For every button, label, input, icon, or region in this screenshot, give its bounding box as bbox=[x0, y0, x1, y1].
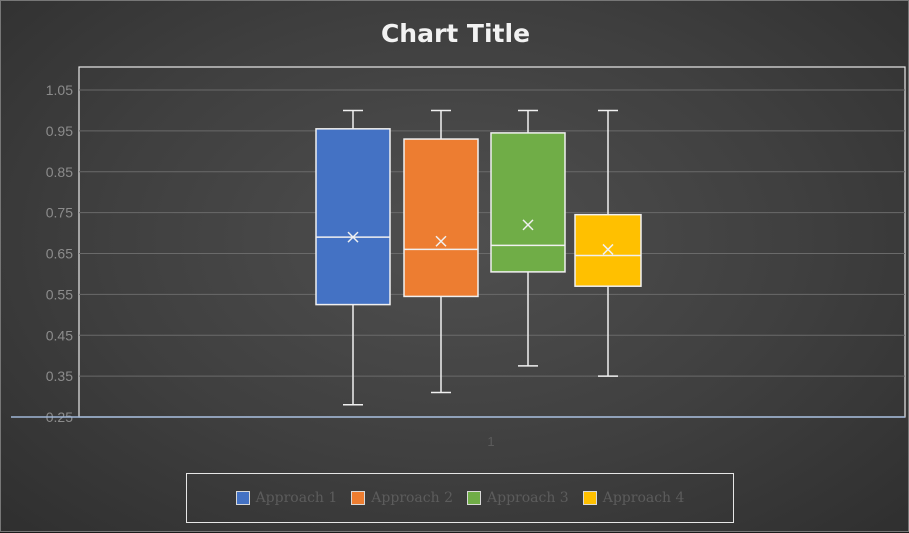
legend-swatch bbox=[235, 491, 250, 505]
box-1 bbox=[315, 128, 391, 306]
y-tick-label: 0.85 bbox=[46, 164, 73, 180]
box-2 bbox=[403, 138, 479, 298]
x-tick-label: 1 bbox=[487, 434, 494, 449]
box-4 bbox=[574, 213, 642, 287]
legend-label: Approach 1 bbox=[255, 490, 338, 506]
legend-item: Approach 3 bbox=[467, 490, 569, 506]
legend-item: Approach 2 bbox=[351, 490, 453, 506]
chart-title: Chart Title bbox=[380, 19, 531, 48]
legend-swatch bbox=[467, 491, 481, 505]
legend-item: Approach 1 bbox=[235, 490, 338, 506]
y-tick-label: 1.05 bbox=[46, 82, 73, 98]
mean-marker bbox=[435, 235, 447, 247]
mean-marker bbox=[347, 231, 359, 243]
y-tick-label: 0.65 bbox=[46, 246, 73, 262]
legend-label: Approach 4 bbox=[602, 490, 685, 506]
legend-item: Approach 4 bbox=[582, 490, 685, 506]
legend-label: Approach 2 bbox=[371, 490, 453, 506]
mean-marker bbox=[602, 243, 614, 255]
box-3 bbox=[490, 132, 566, 273]
legend: Approach 1 Approach 2 Approach 3 Approach 4 bbox=[186, 473, 734, 523]
legend-swatch bbox=[351, 491, 366, 505]
legend-label: Approach 3 bbox=[487, 490, 569, 506]
y-tick-label: 0.95 bbox=[46, 123, 73, 139]
y-tick-label: 0.75 bbox=[46, 205, 73, 221]
y-tick-label: 0.45 bbox=[46, 327, 73, 343]
legend-swatch bbox=[582, 491, 597, 505]
y-tick-label: 0.55 bbox=[46, 286, 73, 302]
y-tick-label: 0.35 bbox=[46, 368, 73, 384]
mean-marker bbox=[522, 219, 534, 231]
